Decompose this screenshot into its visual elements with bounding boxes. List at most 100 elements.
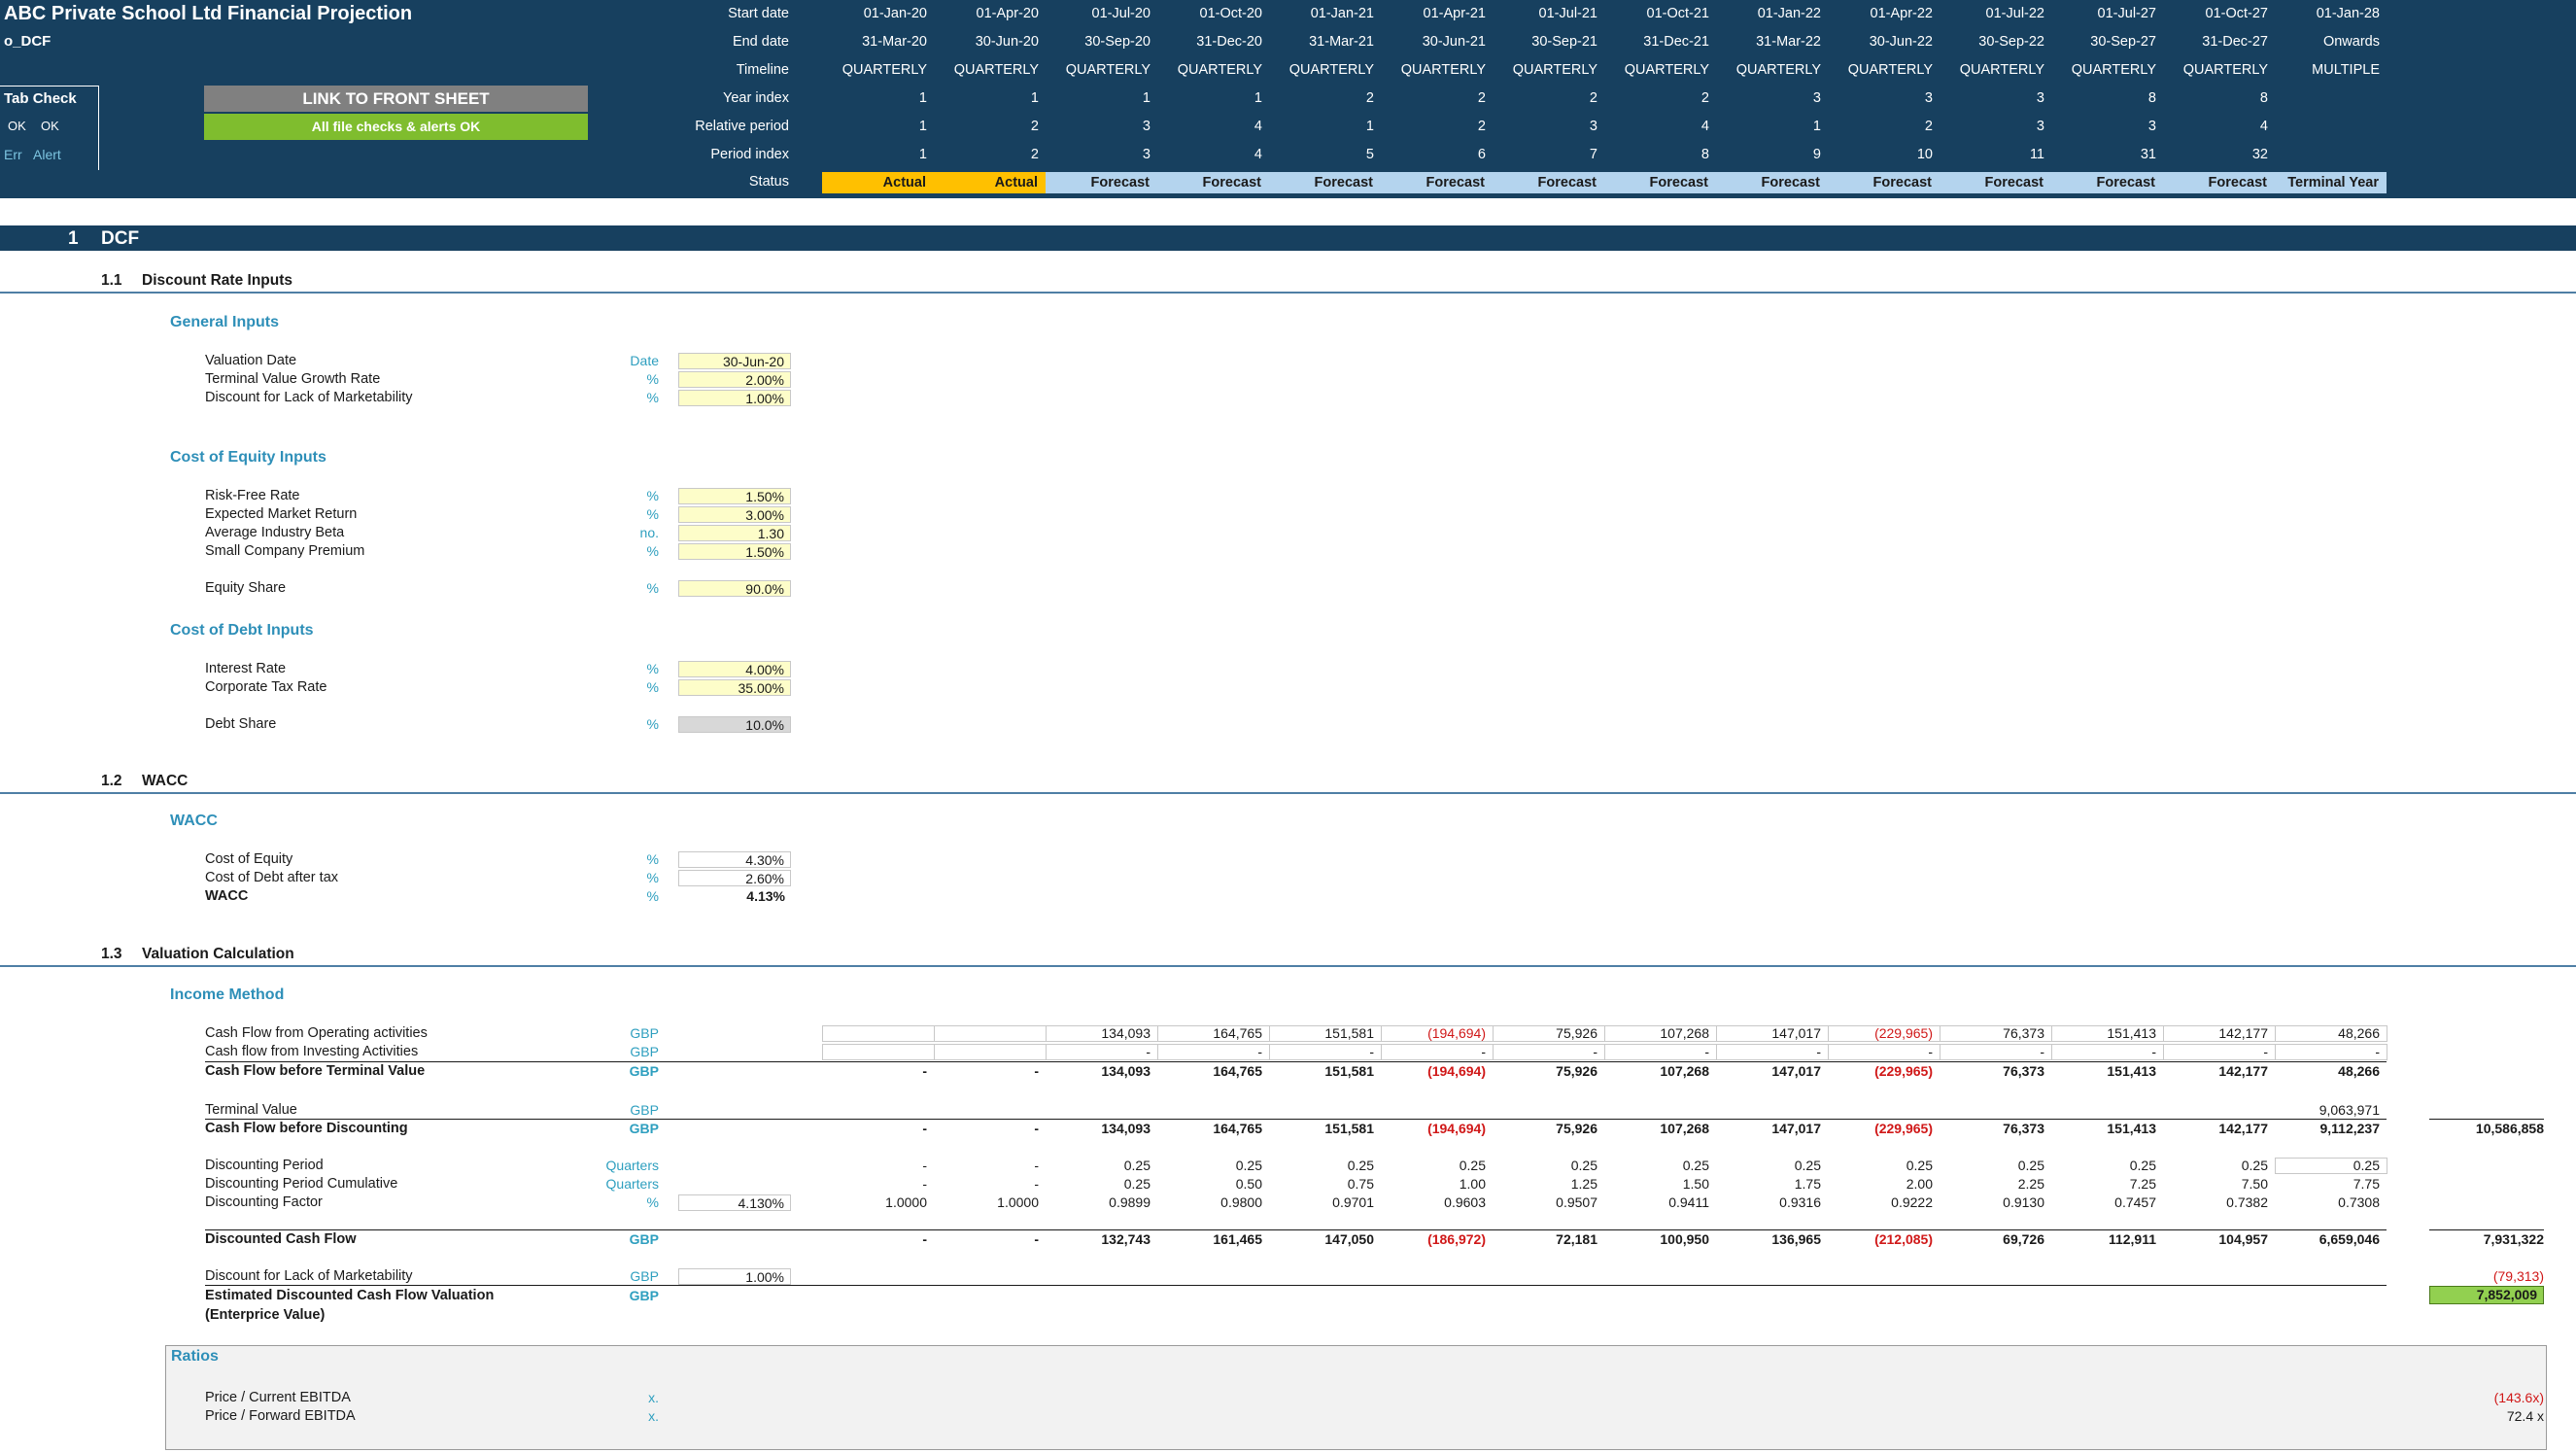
value-cell: 151,581 — [1324, 1063, 1374, 1079]
header-timeline-cell: QUARTERLY — [953, 62, 1039, 78]
value-cell: (229,965) — [1874, 1121, 1933, 1136]
value-cell: 147,017 — [1771, 1121, 1821, 1136]
input-cell[interactable]: 90.0% — [678, 580, 791, 597]
value-cell: 48,266 — [2338, 1025, 2380, 1041]
tab-check-err: Err — [4, 147, 22, 162]
selected-cell[interactable] — [2275, 1158, 2387, 1174]
header-year-cell: 3 — [2036, 90, 2044, 106]
header-idx-cell: 32 — [2251, 147, 2268, 162]
row-unit: Quarters — [605, 1176, 659, 1192]
value-cell: 6,659,046 — [2318, 1231, 2380, 1247]
row-top-border — [205, 1119, 2387, 1120]
value-cell: 0.25 — [1906, 1158, 1933, 1173]
input-cell[interactable]: 4.00% — [678, 661, 791, 677]
header-year-cell: 1 — [1142, 90, 1151, 106]
grid-cell[interactable] — [822, 1025, 935, 1042]
input-cell[interactable]: 1.50% — [678, 488, 791, 504]
header-end-cell: 31-Mar-21 — [1309, 34, 1374, 50]
grid-cell[interactable] — [934, 1044, 1047, 1060]
tab-check-ok: OK — [8, 119, 26, 133]
header-rel-cell: 2 — [1030, 119, 1039, 134]
header-idx-cell: 6 — [1477, 147, 1486, 162]
row-label: Discounting Factor — [205, 1194, 323, 1210]
header-rel-cell: 4 — [1254, 119, 1262, 134]
input-cell[interactable]: 1.50% — [678, 543, 791, 560]
value-cell: 0.25 — [2129, 1158, 2156, 1173]
value-cell: 0.25 — [1794, 1158, 1821, 1173]
value-cell: 0.25 — [1570, 1158, 1597, 1173]
value-cell: 0.25 — [1347, 1158, 1374, 1173]
input-cell[interactable]: 3.00% — [678, 506, 791, 523]
value-cell: - — [2151, 1044, 2156, 1059]
header-idx-cell: 31 — [2140, 147, 2156, 162]
row-label: Estimated Discounted Cash Flow Valuation — [205, 1288, 495, 1303]
marketability-input[interactable]: 1.00% — [678, 1268, 791, 1285]
value-cell: 48,266 — [2338, 1063, 2380, 1079]
row-label-status: Status — [748, 174, 789, 190]
row-top-border — [205, 1285, 2387, 1286]
row-unit: % — [646, 543, 659, 559]
header-start-cell: 01-Jul-21 — [1538, 6, 1597, 21]
value-cell: 151,413 — [2107, 1063, 2156, 1079]
row-label: Corporate Tax Rate — [205, 679, 327, 695]
row-label: Discounting Period Cumulative — [205, 1176, 398, 1192]
value-cell: 1.75 — [1794, 1176, 1821, 1192]
header-end-cell: 30-Sep-21 — [1531, 34, 1597, 50]
grid-cell[interactable] — [2275, 1025, 2387, 1042]
input-cell[interactable]: 10.0% — [678, 716, 791, 733]
row-unit: % — [646, 870, 659, 885]
header-year-cell: 3 — [1924, 90, 1933, 106]
input-cell[interactable]: 4.13% — [678, 888, 791, 905]
value-cell: 142,177 — [2218, 1121, 2268, 1136]
ratios-title: Ratios — [171, 1348, 219, 1365]
header-timeline-cell: QUARTERLY — [1177, 62, 1262, 78]
input-cell[interactable]: 1.00% — [678, 390, 791, 406]
input-cell[interactable]: 1.30 — [678, 525, 791, 541]
row-label-period-index: Period index — [710, 147, 789, 162]
ratio-unit: x. — [648, 1390, 659, 1405]
value-cell: - — [922, 1158, 927, 1173]
header-timeline-cell: QUARTERLY — [1288, 62, 1374, 78]
value-cell: 9,112,237 — [2319, 1121, 2380, 1136]
grid-cell[interactable] — [2275, 1044, 2387, 1060]
value-cell: 7.25 — [2129, 1176, 2156, 1192]
row-top-border — [2429, 1229, 2544, 1230]
header-timeline-cell: QUARTERLY — [1624, 62, 1709, 78]
value-cell: 1.0000 — [997, 1194, 1039, 1210]
subsection-title: Discount Rate Inputs — [142, 272, 293, 289]
value-cell: 142,177 — [2218, 1063, 2268, 1079]
value-cell: 0.9899 — [1109, 1194, 1151, 1210]
input-cell[interactable]: 30-Jun-20 — [678, 353, 791, 369]
discount-rate-input[interactable]: 4.130% — [678, 1194, 791, 1211]
total-cell: (79,313) — [2492, 1268, 2544, 1284]
value-cell: - — [2375, 1044, 2380, 1059]
header-year-cell: 8 — [2259, 90, 2268, 106]
value-cell: 0.9316 — [1779, 1194, 1821, 1210]
link-to-front-sheet-button[interactable]: LINK TO FRONT SHEET — [204, 86, 588, 112]
header-idx-cell: 5 — [1365, 147, 1374, 162]
header-year-cell: 2 — [1589, 90, 1597, 106]
header-start-cell: 01-Oct-20 — [1199, 6, 1262, 21]
value-cell: (229,965) — [1874, 1025, 1933, 1041]
value-cell: 76,373 — [2003, 1063, 2044, 1079]
total-cell: 7,852,009 — [2429, 1286, 2544, 1304]
input-cell[interactable]: 2.00% — [678, 371, 791, 388]
input-cell[interactable]: 2.60% — [678, 870, 791, 886]
row-top-border — [205, 1229, 2387, 1230]
value-cell: 75,926 — [1556, 1121, 1597, 1136]
row-unit: % — [646, 716, 659, 732]
row-top-border — [205, 1061, 2387, 1062]
input-cell[interactable]: 35.00% — [678, 679, 791, 696]
value-cell: 72,181 — [1556, 1231, 1597, 1247]
header-rel-cell: 2 — [1477, 119, 1486, 134]
grid-cell[interactable] — [934, 1025, 1047, 1042]
header-timeline-cell: QUARTERLY — [1065, 62, 1151, 78]
header-timeline-cell: QUARTERLY — [1847, 62, 1933, 78]
row-label: Discounting Period — [205, 1158, 324, 1173]
header-rel-cell: 1 — [1812, 119, 1821, 134]
tab-check-title: Tab Check — [4, 90, 77, 107]
header-start-cell: 01-Jan-20 — [863, 6, 927, 21]
grid-cell[interactable] — [822, 1044, 935, 1060]
input-cell[interactable]: 4.30% — [678, 851, 791, 868]
row-label-year-index: Year index — [723, 90, 789, 106]
